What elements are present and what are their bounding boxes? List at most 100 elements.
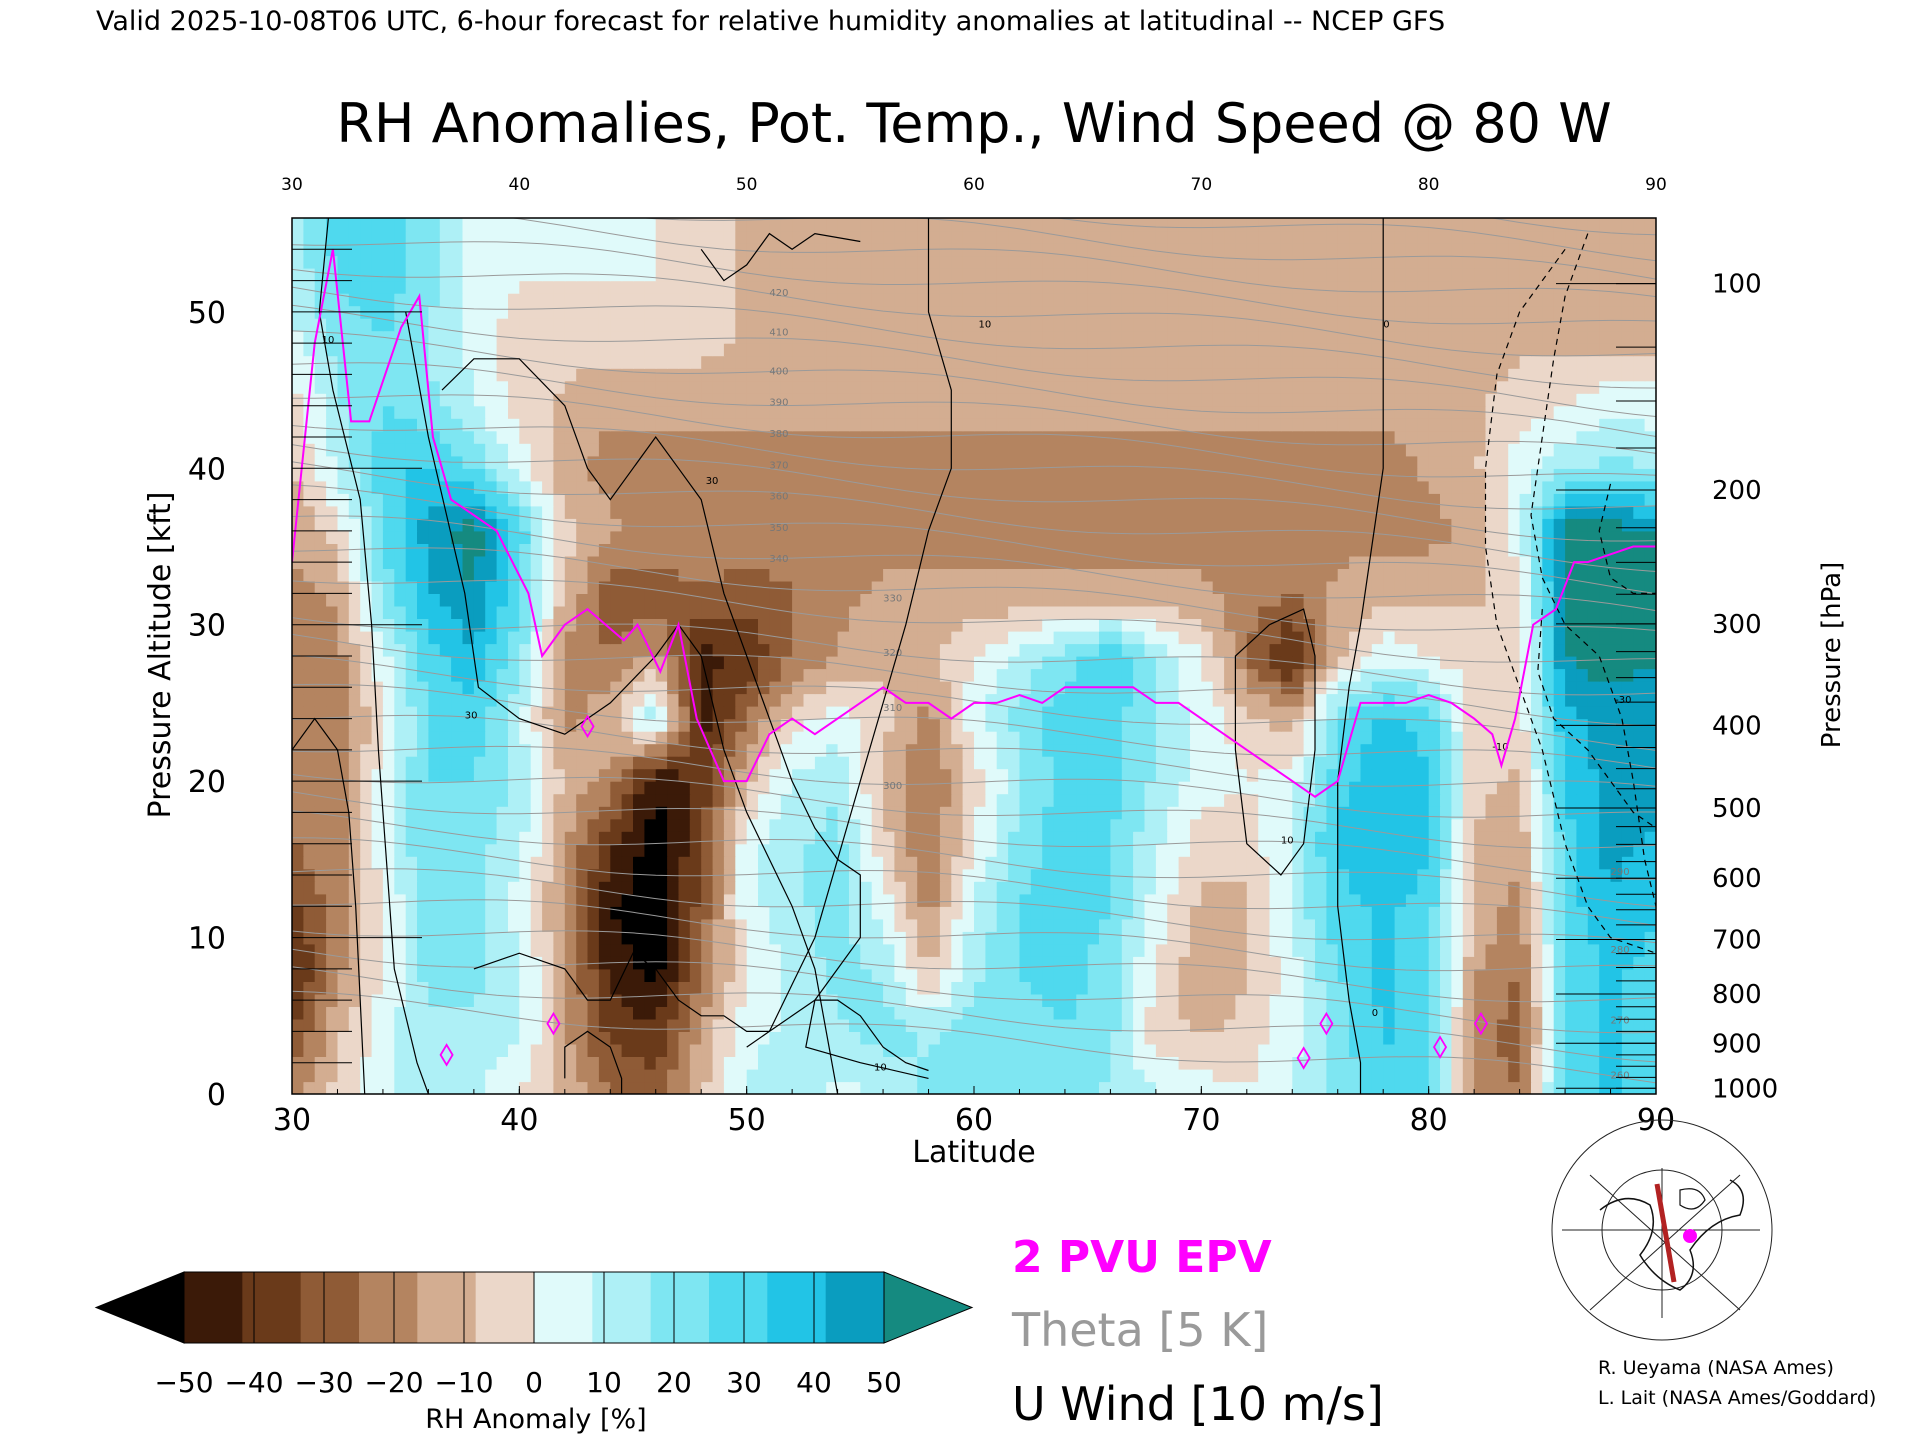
rh-cell <box>1405 906 1418 920</box>
rh-cell <box>1394 1018 1407 1032</box>
rh-cell <box>1030 743 1043 757</box>
rh-cell <box>939 1043 952 1057</box>
rh-cell <box>1587 656 1600 670</box>
rh-cell <box>1519 1006 1532 1020</box>
rh-cell <box>508 906 520 920</box>
rh-cell <box>360 756 373 770</box>
rh-cell <box>394 868 407 882</box>
rh-cell <box>1212 868 1225 882</box>
rh-cell <box>803 868 816 882</box>
rh-cell <box>1030 756 1043 770</box>
rh-cell <box>1587 618 1600 632</box>
rh-cell <box>587 1006 600 1020</box>
rh-cell <box>1394 731 1407 745</box>
rh-cell <box>451 718 464 732</box>
rh-cell <box>1292 918 1305 932</box>
rh-cell <box>1212 1006 1225 1020</box>
rh-cell <box>974 593 986 607</box>
rh-cell <box>1133 656 1146 670</box>
rh-cell <box>723 893 736 907</box>
rh-cell <box>1110 868 1123 882</box>
rh-cell <box>1576 605 1589 619</box>
rh-cell <box>405 943 418 957</box>
rh-cell <box>939 1031 952 1045</box>
rh-cell <box>1405 1043 1418 1057</box>
rh-cell <box>837 1043 850 1057</box>
rh-cell <box>360 605 373 619</box>
rh-cell <box>1201 580 1214 594</box>
rh-cell <box>1349 1081 1362 1094</box>
rh-cell <box>883 618 896 632</box>
rh-cell <box>1019 1081 1032 1094</box>
rh-cell <box>382 831 395 845</box>
rh-cell <box>621 956 634 970</box>
rh-cell <box>1167 931 1180 945</box>
rh-cell <box>644 605 657 619</box>
rh-cell <box>1053 956 1066 970</box>
rh-cell <box>1337 868 1350 882</box>
rh-cell <box>303 1043 316 1057</box>
rh-cell <box>1633 968 1646 982</box>
rh-cell <box>849 893 861 907</box>
rh-cell <box>1428 906 1441 920</box>
rh-cell <box>473 731 486 745</box>
rh-cell <box>451 1043 464 1057</box>
rh-cell <box>439 793 452 807</box>
rh-cell <box>1053 793 1066 807</box>
rh-cell <box>462 1018 475 1032</box>
rh-cell <box>1087 643 1100 657</box>
rh-cell <box>849 593 861 607</box>
rh-cell <box>1042 806 1055 820</box>
rh-cell <box>564 868 577 882</box>
rh-cell <box>780 643 793 657</box>
rh-cell <box>996 1018 1009 1032</box>
rh-cell <box>553 1031 566 1045</box>
rh-cell <box>951 1043 964 1057</box>
rh-cell <box>1337 718 1350 732</box>
rh-cell <box>1133 618 1146 632</box>
rh-cell <box>1121 1056 1134 1070</box>
rh-cell <box>598 681 611 695</box>
rh-cell <box>542 968 555 982</box>
rh-cell <box>769 1043 782 1057</box>
rh-cell <box>1235 631 1248 645</box>
rh-cell <box>462 605 475 619</box>
rh-cell <box>883 706 896 720</box>
rh-cell <box>621 856 634 870</box>
rh-cell <box>621 931 634 945</box>
rh-cell <box>348 681 361 695</box>
rh-cell <box>1576 693 1589 707</box>
rh-cell <box>1280 1056 1293 1070</box>
rh-cell <box>1099 618 1111 632</box>
rh-cell <box>1405 756 1418 770</box>
rh-cell <box>496 706 509 720</box>
rh-cell <box>428 793 441 807</box>
rh-cell <box>917 743 930 757</box>
rh-cell <box>1394 1031 1407 1045</box>
rh-cell <box>792 868 805 882</box>
rh-cell <box>360 956 373 970</box>
rh-cell <box>792 793 805 807</box>
rh-cell <box>712 968 725 982</box>
rh-cell <box>1360 793 1373 807</box>
rh-cell <box>735 1006 748 1020</box>
rh-cell <box>1440 918 1452 932</box>
rh-cell <box>1417 1043 1430 1057</box>
rh-cell <box>428 731 441 745</box>
rh-cell <box>1064 743 1077 757</box>
rh-cell <box>985 631 998 645</box>
rh-cell <box>814 818 827 832</box>
rh-cell <box>1190 593 1202 607</box>
rh-cell <box>1144 1018 1157 1032</box>
rh-cell <box>1587 881 1600 895</box>
rh-cell <box>1360 943 1373 957</box>
rh-cell <box>587 981 600 995</box>
rh-cell <box>371 956 384 970</box>
rh-cell <box>814 1006 827 1020</box>
rh-cell <box>1542 818 1555 832</box>
rh-cell <box>1337 856 1350 870</box>
rh-cell <box>1451 968 1464 982</box>
rh-cell <box>1155 893 1168 907</box>
rh-cell <box>735 756 748 770</box>
rh-cell <box>1280 868 1293 882</box>
